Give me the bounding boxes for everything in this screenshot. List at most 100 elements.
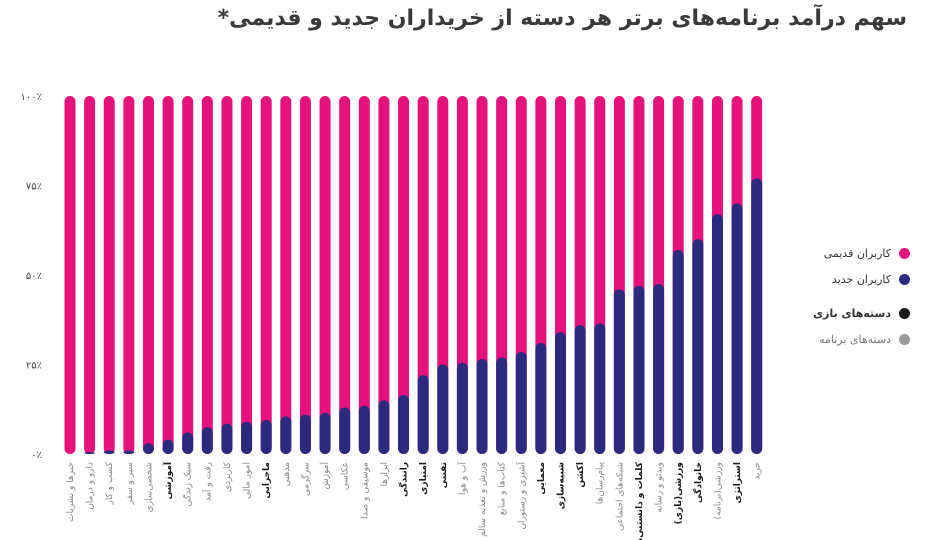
bar-old-users xyxy=(84,96,96,454)
bar-old-users xyxy=(358,96,370,454)
bar-new-users xyxy=(280,416,292,454)
legend-label: دسته‌های برنامه xyxy=(819,332,891,346)
bar-new-users xyxy=(221,423,233,454)
bar-old-users xyxy=(162,96,174,454)
x-tick-label: کلمات و دانستنی‌ها xyxy=(635,461,645,540)
bar-group xyxy=(653,96,665,454)
x-tick-label: کتاب‌ها و منابع xyxy=(498,461,508,515)
bar-group xyxy=(221,96,233,454)
bar-old-users xyxy=(280,96,292,454)
bar-group xyxy=(731,96,743,454)
x-tick-label: ابزارها xyxy=(380,462,390,486)
bar-old-users xyxy=(319,96,331,454)
legend-item-app-categories: دسته‌های برنامه xyxy=(800,330,910,348)
bar-new-users xyxy=(574,325,586,454)
bar-old-users xyxy=(103,96,115,454)
x-tick-label: سرگرمی xyxy=(299,462,311,496)
bar-new-users xyxy=(594,323,606,454)
legend-label: دسته‌های بازی xyxy=(813,306,891,320)
bar-new-users xyxy=(692,239,704,454)
bar-group xyxy=(280,96,292,454)
bar-group xyxy=(456,96,468,454)
legend: کاربران قدیمی کاربران جدید دسته‌های بازی… xyxy=(800,244,910,356)
x-tick-label: تفننی xyxy=(439,462,449,488)
bar-new-users xyxy=(672,249,684,454)
bar-group xyxy=(64,96,76,454)
y-axis: ۰٪ ۲۵٪ ۵۰٪ ۷۵٪ ۱۰۰٪ xyxy=(21,92,42,461)
bar-group xyxy=(339,96,351,454)
bar-new-users xyxy=(299,414,311,454)
bar-new-users xyxy=(84,452,96,454)
bar-new-users xyxy=(182,432,194,454)
bar-group xyxy=(378,96,390,454)
bar-group xyxy=(358,96,370,454)
legend-dot xyxy=(899,273,910,285)
bar-new-users xyxy=(201,427,213,454)
bar-old-users xyxy=(260,96,272,454)
x-tick-label: آموزش xyxy=(319,462,331,490)
bar-old-users xyxy=(339,96,351,454)
x-tick-label: ماجرایی xyxy=(262,462,272,499)
bar-group xyxy=(711,96,723,454)
bar-group xyxy=(162,96,174,454)
bar-new-users xyxy=(339,407,351,454)
x-tick-label: خبرها و نشریات xyxy=(66,462,76,522)
x-tick-label: شبکه‌های اجتماعی xyxy=(615,462,625,531)
bars xyxy=(64,96,763,454)
bar-new-users xyxy=(456,362,468,454)
bar-new-users xyxy=(496,357,508,454)
x-tick-label: سبک زندگی xyxy=(182,462,194,507)
bar-group xyxy=(417,96,429,454)
x-tick-label: آشپزی و رستوران xyxy=(515,462,527,530)
bar-new-users xyxy=(417,375,429,454)
bar-old-users xyxy=(241,96,253,454)
bar-group xyxy=(241,96,253,454)
bar-new-users xyxy=(555,332,566,454)
bar-group xyxy=(260,96,272,454)
legend-item-new-users: کاربران جدید xyxy=(800,270,910,288)
x-tick-label: استراتژی xyxy=(733,462,743,504)
bar-old-users xyxy=(378,96,390,454)
x-tick-label: ویدئو و رسانه xyxy=(655,462,665,513)
x-tick-label: خانوادگی xyxy=(692,462,704,503)
bar-group xyxy=(182,96,194,454)
bar-new-users xyxy=(123,450,135,454)
bar-new-users xyxy=(162,439,174,454)
bar-new-users xyxy=(398,394,410,454)
legend-dot xyxy=(899,333,910,345)
bar-old-users xyxy=(398,96,410,454)
x-tick-label: امتیازی xyxy=(419,462,429,495)
x-tick-label: عکاسی xyxy=(341,462,351,490)
legend-dot xyxy=(899,307,910,319)
bar-new-users xyxy=(241,421,253,454)
bar-new-users xyxy=(711,214,723,454)
x-tick-label: معمایی xyxy=(537,462,547,495)
legend-item-game-categories: دسته‌های بازی xyxy=(800,304,910,322)
bar-new-users xyxy=(731,203,743,454)
y-tick-label: ۷۵٪ xyxy=(26,182,42,193)
bar-old-users xyxy=(221,96,233,454)
x-tick-label: سیر و سفر xyxy=(125,462,135,505)
bar-old-users xyxy=(182,96,194,454)
bar-old-users xyxy=(123,96,135,454)
bar-new-users xyxy=(437,364,449,454)
bar-new-users xyxy=(358,405,370,454)
bar-group xyxy=(142,96,154,454)
x-tick-label: دارو و درمان xyxy=(86,462,96,510)
bar-old-users xyxy=(201,96,213,454)
x-tick-label: کسب و کار xyxy=(105,461,115,505)
chart-title: سهم درآمد برنامه‌های برتر هر دسته از خری… xyxy=(217,6,907,31)
bar-new-users xyxy=(103,450,115,454)
x-tick-label: ورزشی(برنامه) xyxy=(713,462,723,519)
x-tick-label: اکشن xyxy=(576,462,586,488)
x-tick-label: مذهبی xyxy=(282,462,292,487)
bar-group xyxy=(123,96,135,454)
x-tick-label: خرید xyxy=(753,462,763,480)
x-tick-label: رانندگی xyxy=(398,462,410,497)
legend-label: کاربران جدید xyxy=(831,272,891,286)
bar-old-users xyxy=(64,96,76,454)
bar-group xyxy=(437,96,449,454)
x-tick-label: ورزشی(بازی) xyxy=(674,462,684,524)
y-tick-label: ۲۵٪ xyxy=(26,361,42,372)
